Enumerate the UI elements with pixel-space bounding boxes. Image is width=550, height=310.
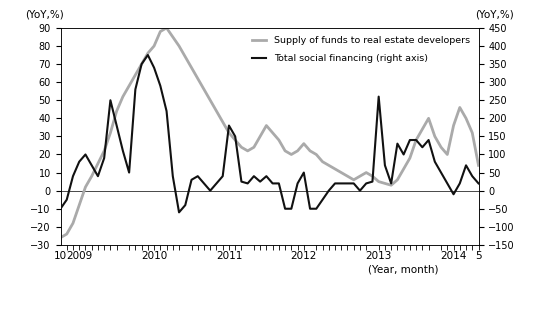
Text: 5: 5 bbox=[475, 251, 482, 261]
Text: 2009: 2009 bbox=[66, 251, 92, 261]
Text: 2010: 2010 bbox=[141, 251, 167, 261]
Text: 2013: 2013 bbox=[366, 251, 392, 261]
Legend: Supply of funds to real estate developers, Total social financing (right axis): Supply of funds to real estate developer… bbox=[249, 33, 474, 67]
Text: (YoY,%): (YoY,%) bbox=[475, 9, 514, 19]
Text: 2012: 2012 bbox=[290, 251, 317, 261]
Text: 10: 10 bbox=[54, 251, 67, 261]
Text: (YoY,%): (YoY,%) bbox=[25, 9, 64, 19]
Text: (Year, month): (Year, month) bbox=[368, 265, 438, 275]
Text: 2014: 2014 bbox=[441, 251, 467, 261]
Text: 2011: 2011 bbox=[216, 251, 242, 261]
